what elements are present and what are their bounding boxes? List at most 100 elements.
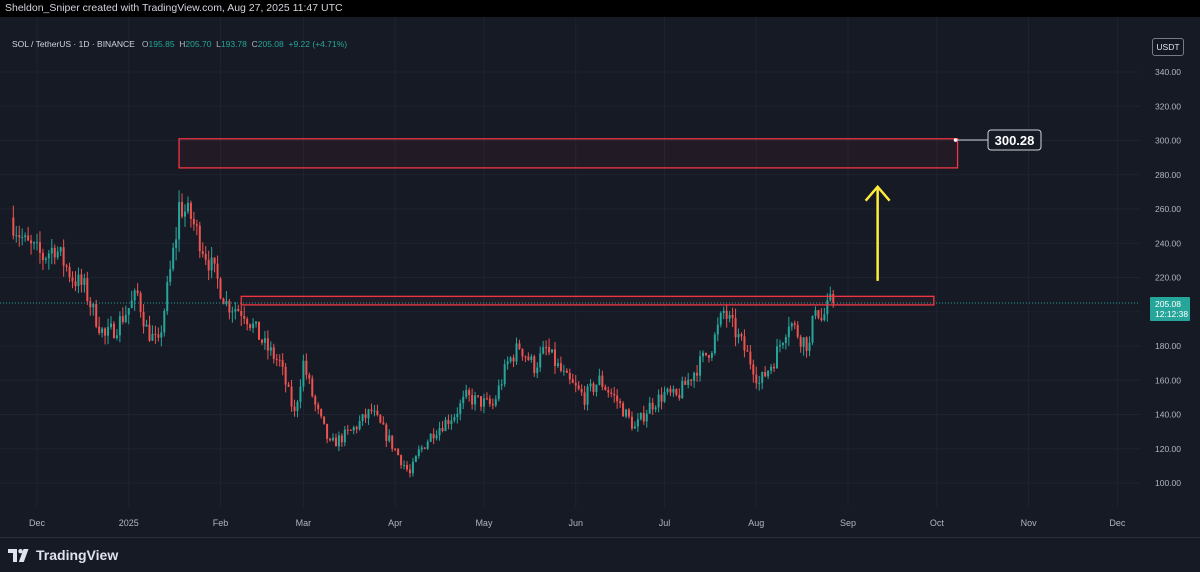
candle-body — [441, 428, 444, 432]
candle-body — [776, 346, 778, 369]
candle-body — [426, 441, 429, 449]
candle-body — [296, 401, 299, 412]
candle-body — [204, 253, 207, 260]
candle-body — [607, 390, 610, 393]
candle-body — [86, 278, 89, 302]
candle-body — [728, 314, 731, 319]
candle-body — [317, 404, 320, 410]
candle-body — [657, 394, 660, 408]
candle-body — [36, 242, 38, 244]
y-tick-label: 160.00 — [1155, 375, 1181, 385]
price-chart[interactable]: 300.28 100.00120.00140.00160.00180.00200… — [0, 17, 1200, 537]
candle-body — [15, 235, 18, 237]
candle-body — [151, 333, 154, 341]
candle-body — [68, 266, 71, 278]
candle-body — [465, 390, 468, 397]
open-value: 195.85 — [148, 39, 175, 49]
candle-body — [793, 323, 796, 325]
candle-body — [654, 407, 657, 410]
candle-body — [382, 422, 385, 425]
candle-body — [287, 384, 290, 387]
candle-body — [240, 311, 243, 316]
candle-body — [681, 380, 684, 399]
candle-body — [411, 461, 414, 474]
candle-body — [716, 324, 719, 335]
candle-body — [246, 318, 249, 325]
x-tick-label: Jun — [568, 518, 583, 528]
candle-body — [731, 314, 734, 318]
x-tick-label: Oct — [930, 518, 945, 528]
candle-body — [734, 317, 737, 338]
candle-body — [823, 314, 826, 321]
candle-body — [542, 347, 545, 354]
candle-body — [669, 388, 672, 393]
candle-body — [773, 366, 776, 369]
candle-body — [228, 300, 231, 313]
candle-body — [651, 402, 654, 410]
candle-body — [639, 412, 642, 420]
candle-body — [814, 310, 817, 316]
candle-body — [98, 326, 101, 333]
candle-body — [299, 386, 302, 402]
candle-body — [314, 396, 317, 405]
target-zone — [178, 138, 959, 169]
candle-body — [340, 435, 343, 443]
candle-body — [222, 298, 225, 305]
candle-body — [145, 324, 148, 327]
candle-body — [758, 382, 761, 384]
candle-body — [687, 379, 690, 385]
candle-body — [163, 311, 166, 333]
chart-area[interactable]: 300.28 100.00120.00140.00160.00180.00200… — [0, 17, 1200, 537]
candle-body — [210, 257, 213, 271]
candle-body — [391, 435, 394, 449]
candle-body — [459, 403, 462, 414]
candle-body — [693, 372, 696, 381]
x-tick-label: Dec — [29, 518, 46, 528]
price-axis[interactable]: 100.00120.00140.00160.00180.00200.00220.… — [1150, 67, 1190, 488]
candle-body — [778, 345, 781, 347]
candle-body — [743, 336, 746, 351]
y-tick-label: 300.00 — [1155, 136, 1181, 146]
footer: TradingView — [0, 537, 1200, 572]
tradingview-logo[interactable]: TradingView — [8, 547, 118, 563]
candle-body — [438, 428, 441, 436]
candle-body — [255, 321, 258, 324]
candle-body — [817, 310, 820, 318]
resistance-zone — [240, 295, 935, 306]
candle-body — [184, 211, 186, 217]
low-label: L — [216, 39, 221, 49]
candle-body — [764, 371, 767, 377]
candle-body — [719, 313, 722, 325]
symbol-legend[interactable]: SOL / TetherUS · 1D · BINANCE O195.85 H2… — [12, 39, 347, 49]
high-value: 205.70 — [185, 39, 212, 49]
x-tick-label: Apr — [388, 518, 402, 528]
candle-body — [456, 413, 459, 418]
candle-body — [332, 437, 334, 441]
candle-body — [565, 370, 568, 373]
candle-body — [616, 395, 619, 402]
candle-body — [385, 424, 388, 441]
candle-body — [92, 303, 95, 308]
candle-body — [589, 383, 592, 387]
candle-body — [213, 257, 216, 264]
candle-body — [497, 385, 500, 400]
time-axis[interactable]: Dec 2025 Feb Mar Apr May Jun Jul Aug Sep Oct Nov Dec — [29, 518, 1126, 528]
candle-body — [571, 379, 574, 383]
candle-body — [447, 419, 450, 425]
candle-body — [160, 332, 163, 338]
currency-button[interactable]: USDT — [1152, 38, 1184, 56]
candle-body — [521, 348, 524, 357]
high-label: H — [179, 39, 186, 49]
candle-body — [358, 421, 361, 430]
candle-body — [115, 335, 118, 339]
candle-body — [740, 333, 743, 337]
candle-body — [568, 372, 571, 380]
candle-body — [154, 333, 157, 335]
x-tick-label: Sep — [840, 518, 856, 528]
candle-body — [136, 290, 139, 294]
candle-body — [41, 252, 44, 260]
candle-body — [787, 326, 790, 338]
candle-body — [512, 357, 515, 362]
candle-body — [216, 263, 219, 279]
candle-body — [293, 406, 296, 412]
